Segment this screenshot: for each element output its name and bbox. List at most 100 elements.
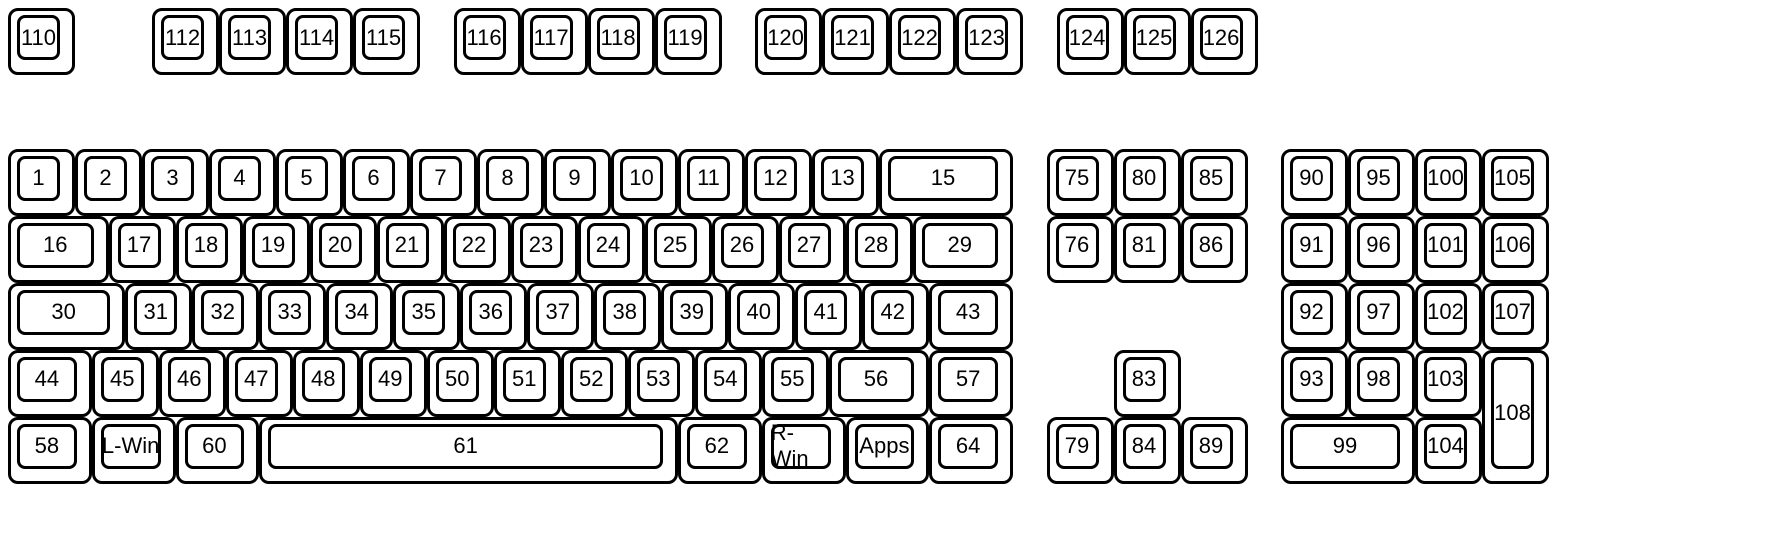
key-k121[interactable]: 121 <box>822 8 889 75</box>
key-k106[interactable]: 106 <box>1482 216 1549 283</box>
key-k31[interactable]: 31 <box>125 283 192 350</box>
key-k114[interactable]: 114 <box>286 8 353 75</box>
key-k91[interactable]: 91 <box>1281 216 1348 283</box>
key-k61[interactable]: 61 <box>259 417 678 484</box>
key-k17[interactable]: 17 <box>109 216 176 283</box>
key-k20[interactable]: 20 <box>310 216 377 283</box>
key-k13[interactable]: 13 <box>812 149 879 216</box>
key-k40[interactable]: 40 <box>728 283 795 350</box>
key-k5[interactable]: 5 <box>276 149 343 216</box>
key-k18[interactable]: 18 <box>176 216 243 283</box>
key-k35[interactable]: 35 <box>393 283 460 350</box>
key-k93[interactable]: 93 <box>1281 350 1348 417</box>
key-k122[interactable]: 122 <box>889 8 956 75</box>
key-k8[interactable]: 8 <box>477 149 544 216</box>
key-k118[interactable]: 118 <box>588 8 655 75</box>
key-k110[interactable]: 110 <box>8 8 75 75</box>
key-k25[interactable]: 25 <box>645 216 712 283</box>
key-k39[interactable]: 39 <box>661 283 728 350</box>
key-k29[interactable]: 29 <box>913 216 1014 283</box>
key-k19[interactable]: 19 <box>243 216 310 283</box>
key-k2[interactable]: 2 <box>75 149 142 216</box>
key-k98[interactable]: 98 <box>1348 350 1415 417</box>
key-k43[interactable]: 43 <box>929 283 1013 350</box>
key-k84[interactable]: 84 <box>1114 417 1181 484</box>
key-k85[interactable]: 85 <box>1181 149 1248 216</box>
key-k89[interactable]: 89 <box>1181 417 1248 484</box>
key-k42[interactable]: 42 <box>862 283 929 350</box>
key-k86[interactable]: 86 <box>1181 216 1248 283</box>
key-k125[interactable]: 125 <box>1124 8 1191 75</box>
key-k97[interactable]: 97 <box>1348 283 1415 350</box>
key-k28[interactable]: 28 <box>846 216 913 283</box>
key-k27[interactable]: 27 <box>779 216 846 283</box>
key-k123[interactable]: 123 <box>956 8 1023 75</box>
key-k96[interactable]: 96 <box>1348 216 1415 283</box>
key-k50[interactable]: 50 <box>427 350 494 417</box>
key-k41[interactable]: 41 <box>795 283 862 350</box>
key-k23[interactable]: 23 <box>511 216 578 283</box>
key-k37[interactable]: 37 <box>527 283 594 350</box>
key-k117[interactable]: 117 <box>521 8 588 75</box>
key-k58[interactable]: 58 <box>8 417 92 484</box>
key-k80[interactable]: 80 <box>1114 149 1181 216</box>
key-k7[interactable]: 7 <box>410 149 477 216</box>
key-k102[interactable]: 102 <box>1415 283 1482 350</box>
key-k83[interactable]: 83 <box>1114 350 1181 417</box>
key-k95[interactable]: 95 <box>1348 149 1415 216</box>
key-k33[interactable]: 33 <box>259 283 326 350</box>
key-k126[interactable]: 126 <box>1191 8 1258 75</box>
key-k103[interactable]: 103 <box>1415 350 1482 417</box>
key-k51[interactable]: 51 <box>494 350 561 417</box>
key-k124[interactable]: 124 <box>1057 8 1124 75</box>
key-k12[interactable]: 12 <box>745 149 812 216</box>
key-k54[interactable]: 54 <box>695 350 762 417</box>
key-k52[interactable]: 52 <box>561 350 628 417</box>
key-k1[interactable]: 1 <box>8 149 75 216</box>
key-k105[interactable]: 105 <box>1482 149 1549 216</box>
key-k21[interactable]: 21 <box>377 216 444 283</box>
key-k115[interactable]: 115 <box>353 8 420 75</box>
key-k32[interactable]: 32 <box>192 283 259 350</box>
key-k9[interactable]: 9 <box>544 149 611 216</box>
key-k16[interactable]: 16 <box>8 216 109 283</box>
key-k107[interactable]: 107 <box>1482 283 1549 350</box>
key-k45[interactable]: 45 <box>92 350 159 417</box>
key-k3[interactable]: 3 <box>142 149 209 216</box>
key-k6[interactable]: 6 <box>343 149 410 216</box>
key-k53[interactable]: 53 <box>628 350 695 417</box>
key-k38[interactable]: 38 <box>594 283 661 350</box>
key-klwin[interactable]: L-Win <box>92 417 176 484</box>
key-k4[interactable]: 4 <box>209 149 276 216</box>
key-k119[interactable]: 119 <box>655 8 722 75</box>
key-k10[interactable]: 10 <box>611 149 678 216</box>
key-k24[interactable]: 24 <box>578 216 645 283</box>
key-k22[interactable]: 22 <box>444 216 511 283</box>
key-k57[interactable]: 57 <box>929 350 1013 417</box>
key-k76[interactable]: 76 <box>1047 216 1114 283</box>
key-k79[interactable]: 79 <box>1047 417 1114 484</box>
key-k30[interactable]: 30 <box>8 283 125 350</box>
key-k15[interactable]: 15 <box>879 149 1013 216</box>
key-k44[interactable]: 44 <box>8 350 92 417</box>
key-k55[interactable]: 55 <box>762 350 829 417</box>
key-k90[interactable]: 90 <box>1281 149 1348 216</box>
key-k116[interactable]: 116 <box>454 8 521 75</box>
key-k62[interactable]: 62 <box>678 417 762 484</box>
key-kapps[interactable]: Apps <box>846 417 930 484</box>
key-k34[interactable]: 34 <box>326 283 393 350</box>
key-k11[interactable]: 11 <box>678 149 745 216</box>
key-k120[interactable]: 120 <box>755 8 822 75</box>
key-k64[interactable]: 64 <box>929 417 1013 484</box>
key-k60[interactable]: 60 <box>176 417 260 484</box>
key-k108[interactable]: 108 <box>1482 350 1549 484</box>
key-k112[interactable]: 112 <box>152 8 219 75</box>
key-k100[interactable]: 100 <box>1415 149 1482 216</box>
key-k104[interactable]: 104 <box>1415 417 1482 484</box>
key-k113[interactable]: 113 <box>219 8 286 75</box>
key-k92[interactable]: 92 <box>1281 283 1348 350</box>
key-k26[interactable]: 26 <box>712 216 779 283</box>
key-k81[interactable]: 81 <box>1114 216 1181 283</box>
key-k56[interactable]: 56 <box>829 350 930 417</box>
key-k36[interactable]: 36 <box>460 283 527 350</box>
